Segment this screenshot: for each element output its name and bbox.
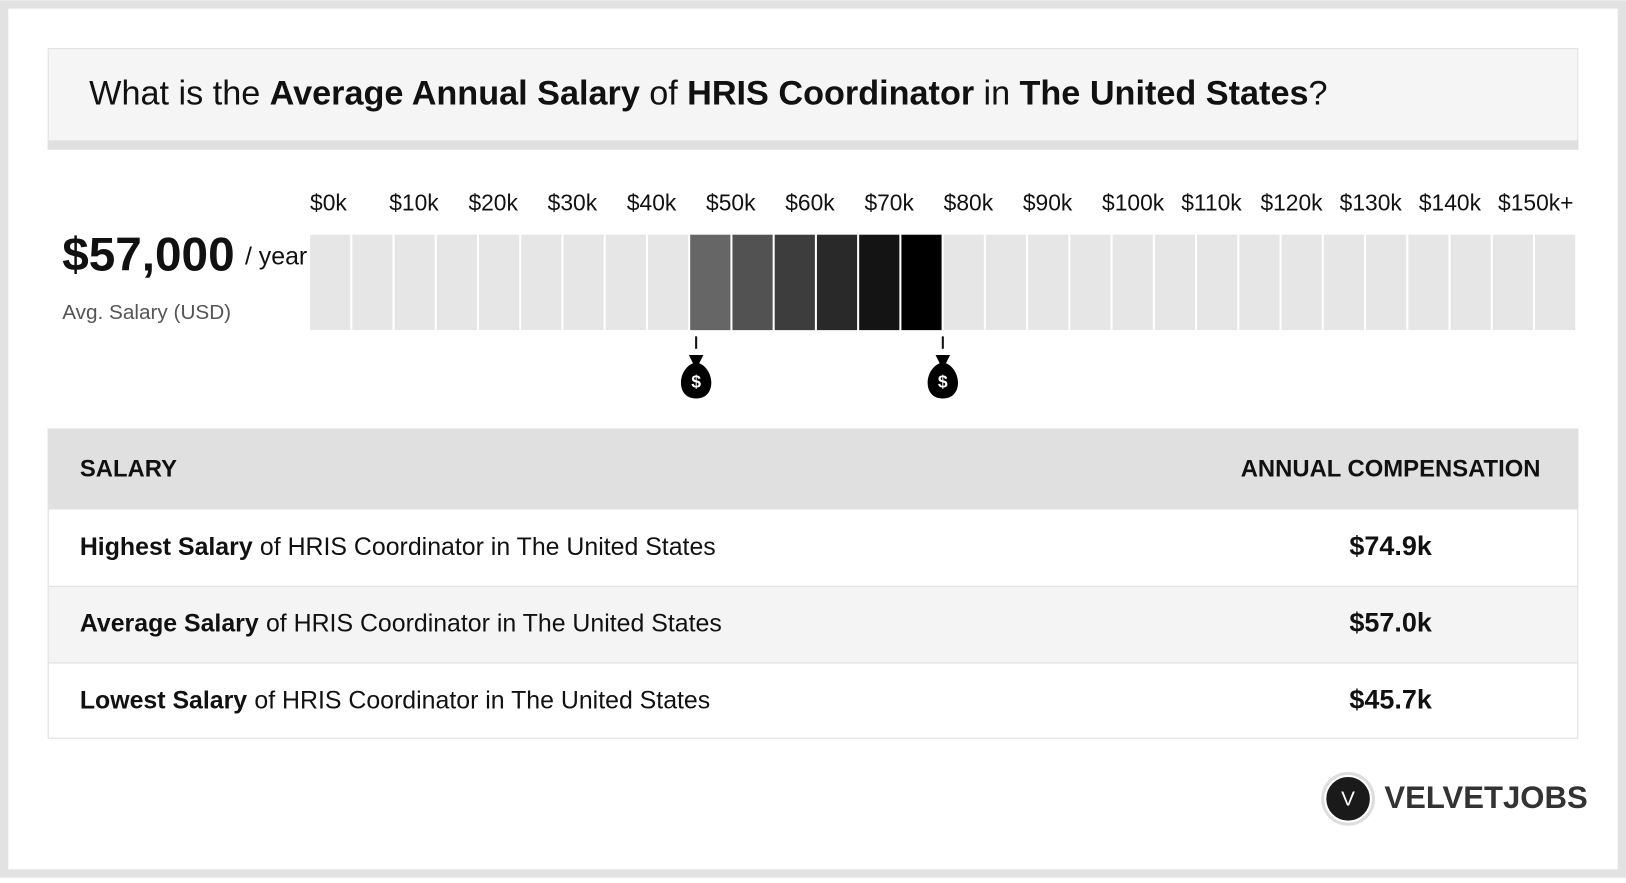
scale-cell: [394, 234, 435, 331]
title-part: of: [649, 75, 678, 113]
title-part: HRIS Coordinator: [687, 75, 974, 113]
scale-label: $130k: [1340, 190, 1403, 216]
logo-circle: [1324, 774, 1372, 823]
row-label-bold: Lowest Salary: [80, 686, 247, 714]
scale-label: $40k: [627, 190, 677, 216]
table-header-cell: SALARY: [80, 455, 177, 482]
scale-cell: [1408, 234, 1449, 331]
scale-cell: [436, 234, 477, 331]
header-band: [47, 140, 1579, 150]
scale-cell: [1239, 234, 1280, 331]
scale-label: $110k: [1181, 190, 1242, 216]
table-header: [47, 428, 1579, 510]
title-part: The United States: [1020, 75, 1309, 113]
row-value: $57.0k: [1349, 608, 1432, 638]
logo-initial: V: [1341, 787, 1355, 810]
scale-cell: [943, 234, 984, 331]
row-label: Lowest Salary of HRIS Coordinator in The …: [80, 686, 710, 714]
scale-label: $120k: [1260, 190, 1323, 216]
money-symbol: $: [938, 372, 948, 392]
scale-cell: [1281, 234, 1322, 331]
avg-value: $57,000: [62, 228, 234, 281]
scale-label: $150k+: [1498, 190, 1573, 216]
row-label-rest: of HRIS Coordinator in The United States: [266, 609, 722, 637]
scale-cell: [479, 234, 520, 331]
scale-label: $30k: [548, 190, 598, 216]
scale-cell: [1366, 234, 1407, 331]
row-label: Highest Salary of HRIS Coordinator in The…: [80, 532, 716, 560]
scale-label: $0k: [310, 190, 347, 216]
scale-cell: [521, 234, 562, 331]
avg-salary: $57,000 / year: [62, 228, 307, 281]
title-part: What is the: [89, 75, 260, 113]
table-header-cell: ANNUAL COMPENSATION: [1241, 455, 1541, 482]
money-bag: [680, 355, 712, 399]
title-part: in: [984, 75, 1011, 113]
money-symbol: $: [691, 372, 701, 392]
avg-unit: / year: [245, 242, 307, 270]
scale-label: $70k: [864, 190, 914, 216]
scale-cell: [1197, 234, 1238, 331]
scale-cell: [1323, 234, 1364, 331]
title: What is the Average Annual Salary of HRIS C…: [89, 75, 1327, 113]
title-part: Average Annual Salary: [270, 75, 640, 113]
row-bg: [48, 586, 1578, 663]
scale-cell: [1112, 234, 1153, 331]
row-label-rest: of HRIS Coordinator in The United States: [254, 686, 710, 714]
row-value: $45.7k: [1349, 684, 1432, 714]
scale-cell: [1535, 234, 1576, 331]
scale-cell: [1070, 234, 1111, 331]
scale-label: $20k: [468, 190, 518, 216]
scale-label: $90k: [1023, 190, 1073, 216]
range-cell: [859, 234, 900, 331]
row-label-bold: Highest Salary: [80, 532, 253, 560]
money-bag: [927, 355, 958, 399]
range-marker: $: [680, 336, 712, 399]
scale-cell: [605, 234, 646, 331]
scale-cell: [985, 234, 1027, 331]
title-part: ?: [1309, 75, 1328, 113]
scale-cell: [1154, 234, 1196, 331]
header-box: [47, 48, 1579, 150]
row-label-rest: of HRIS Coordinator in The United States: [260, 532, 716, 560]
range-marker: $: [927, 336, 958, 399]
scale-label: $50k: [706, 190, 756, 216]
scale-cell: [352, 234, 393, 331]
scale-cell: [310, 234, 351, 331]
logo-name: VELVETJOBS: [1384, 780, 1587, 815]
scale-label: $80k: [944, 190, 994, 216]
scale-cell: [647, 234, 689, 331]
range-cell: [690, 234, 731, 331]
row-label: Average Salary of HRIS Coordinator in The…: [80, 609, 722, 637]
table-body: Highest Salary of HRIS Coordinator in The…: [48, 531, 1578, 714]
avg-caption: Avg. Salary (USD): [62, 301, 231, 324]
scale-label: $140k: [1419, 190, 1482, 216]
range-cell: [774, 234, 815, 331]
row-label-bold: Average Salary: [80, 609, 259, 637]
row-value: $74.9k: [1349, 531, 1432, 561]
scale-cell: [563, 234, 604, 331]
scale-label: $60k: [785, 190, 835, 216]
range-cell: [816, 234, 858, 331]
scale-label: $10k: [389, 190, 439, 216]
range-cell: [732, 234, 773, 331]
range-bar: $0k $10k $20k $30k $40k $50k $60k $70k $80k $90k $…: [310, 190, 1576, 399]
scale-cell: [1028, 234, 1069, 331]
scale-label: $100k: [1102, 190, 1165, 216]
scale-cell: [1450, 234, 1491, 331]
scale-cell: [1492, 234, 1533, 331]
range-cell: [901, 234, 942, 331]
